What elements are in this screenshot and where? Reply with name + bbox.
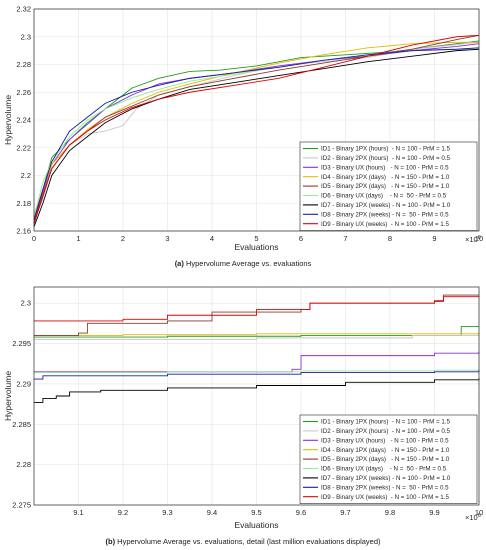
y-tick-label: 2.16 <box>16 227 31 236</box>
legend-label-id6: ID6 - Binary UX (days) - N = 50 - PrM = … <box>321 466 447 473</box>
chart-b: 9.1 9.2 9.3 9.4 9.5 9.6 9.7 9.8 9.9 10 2.275 2.28 2.… <box>3 286 483 530</box>
legend-label-id1: ID1 - Binary 1PX (hours) - N = 100 - PrM… <box>321 146 451 153</box>
caption-b-text: Hypervolume Average vs. evaluations, det… <box>115 537 381 546</box>
legend-label-id2: ID2 - Binary 2PX (hours) - N = 100 - PrM… <box>321 428 451 435</box>
x-multiplier: ×106 <box>465 513 481 522</box>
x-multiplier-exp: 6 <box>478 235 481 241</box>
legend-label-id4: ID4 - Binary 1PX (days) - N = 150 - PrM … <box>321 447 450 454</box>
y-tick-label: 2.275 <box>12 501 31 510</box>
x-multiplier: ×106 <box>465 235 481 244</box>
caption-a-text: Hypervolume Average vs. evaluations <box>184 259 312 268</box>
axes-box <box>33 8 480 232</box>
series-line-id1 <box>34 326 479 338</box>
x-tick-label: 4 <box>210 234 214 243</box>
series-line-id9 <box>34 295 480 322</box>
series-line-id4 <box>33 41 479 215</box>
x-tick-label: 2 <box>121 234 125 243</box>
caption-b: (b) Hypervolume Average vs. evaluations,… <box>106 537 381 546</box>
series-line-id3 <box>33 43 480 221</box>
caption-a-label: (a) <box>175 259 185 268</box>
legend-label-id8: ID8 - Binary 2PX (weeks) - N = 50 - PrM … <box>321 211 449 218</box>
legend-label-id4: ID4 - Binary 1PX (days) - N = 150 - PrM … <box>321 174 450 181</box>
x-tick-label: 9.7 <box>340 508 350 517</box>
legend-label-id5: ID5 - Binary 2PX (days) - N = 150 - PrM … <box>321 456 450 463</box>
x-tick-label: 10 <box>475 508 483 517</box>
series-line-id4 <box>34 333 480 336</box>
legend-label-id9: ID9 - Binary UX (weeks) - N = 100 - PrM … <box>321 221 449 228</box>
y-tick-label: 2.22 <box>16 143 31 152</box>
caption-b-label: (b) <box>106 537 116 546</box>
series-line-id7 <box>34 378 480 403</box>
legend-label-id5: ID5 - Binary 2PX (days) - N = 150 - PrM … <box>321 183 450 190</box>
x-tick-label: 9.6 <box>296 508 306 517</box>
y-axis-label: Hypervolume <box>3 95 13 145</box>
x-tick-label: 0 <box>32 234 36 243</box>
x-multiplier-base: ×10 <box>465 513 478 522</box>
x-tick-label: 10 <box>475 234 483 243</box>
y-tick-label: 2.2 <box>21 171 31 180</box>
y-tick-label: 2.3 <box>21 299 31 308</box>
x-tick-label: 9.5 <box>251 508 261 517</box>
y-tick-label: 2.295 <box>12 339 31 348</box>
legend-label-id2: ID2 - Binary 2PX (hours) - N = 100 - PrM… <box>321 155 451 162</box>
series-line-id8 <box>33 47 480 221</box>
y-tick-label: 2.28 <box>16 60 31 69</box>
x-axis-label: Evaluations <box>235 520 279 530</box>
series-line-id7 <box>33 48 480 227</box>
legend-label-id8: ID8 - Binary 2PX (weeks) - N = 50 - PrM … <box>321 484 449 491</box>
y-axis-label: Hypervolume <box>3 371 13 421</box>
y-tick-label: 2.18 <box>16 199 31 208</box>
y-tick-label: 2.32 <box>16 5 31 14</box>
legend-label-id7: ID7 - Binary 1PX (weeks) - N = 100 - PrM… <box>321 475 451 482</box>
y-tick-label: 2.285 <box>12 420 31 429</box>
axes-box <box>33 286 480 506</box>
caption-a: (a) Hypervolume Average vs. evaluations <box>175 259 312 268</box>
x-tick-label: 9.2 <box>118 508 128 517</box>
y-tick-label: 2.3 <box>21 32 31 41</box>
x-tick-label: 9.3 <box>162 508 172 517</box>
x-tick-label: 8 <box>388 234 392 243</box>
x-tick-label: 9 <box>432 234 436 243</box>
x-multiplier-base: ×10 <box>465 235 478 244</box>
x-multiplier-exp: 6 <box>478 513 481 519</box>
series-line-id3 <box>34 351 480 373</box>
y-tick-label: 2.24 <box>16 116 31 125</box>
legend-label-id7: ID7 - Binary 1PX (weeks) - N = 100 - PrM… <box>321 202 451 209</box>
legend: ID1 - Binary 1PX (hours) - N = 100 - PrM… <box>299 141 478 231</box>
series-line-id8 <box>34 370 480 380</box>
x-tick-label: 9.8 <box>385 508 395 517</box>
x-tick-label: 5 <box>254 234 258 243</box>
legend-label-id3: ID3 - Binary UX (hours) - N = 100 - PrM … <box>321 437 449 444</box>
x-tick-label: 7 <box>343 234 347 243</box>
x-tick-label: 6 <box>299 234 303 243</box>
legend-label-id1: ID1 - Binary 1PX (hours) - N = 100 - PrM… <box>321 419 451 426</box>
legend-label-id9: ID9 - Binary UX (weeks) - N = 100 - PrM … <box>321 494 449 501</box>
x-axis-label: Evaluations <box>235 242 279 252</box>
chart-a: 0 1 2 3 4 5 6 7 8 9 10 2.16 2.18 2.2 2.22 2.24 2.26 2.28 2… <box>3 5 483 252</box>
x-tick-label: 9.1 <box>73 508 83 517</box>
series-line-id9 <box>33 34 480 223</box>
legend-label-id6: ID6 - Binary UX (days) - N = 50 - PrM = … <box>321 193 447 200</box>
y-tick-label: 2.26 <box>16 88 31 97</box>
legend-box <box>299 141 478 231</box>
y-tick-label: 2.28 <box>16 460 31 469</box>
series-line-id6 <box>34 369 480 374</box>
x-tick-label: 9.4 <box>207 508 217 517</box>
y-tick-label: 2.29 <box>16 379 31 388</box>
legend-box <box>299 414 478 504</box>
x-tick-label: 1 <box>76 234 80 243</box>
legend-label-id3: ID3 - Binary UX (hours) - N = 100 - PrM … <box>321 164 449 171</box>
legend: ID1 - Binary 1PX (hours) - N = 100 - PrM… <box>299 414 478 504</box>
x-tick-label: 9.9 <box>429 508 439 517</box>
x-tick-label: 3 <box>165 234 169 243</box>
